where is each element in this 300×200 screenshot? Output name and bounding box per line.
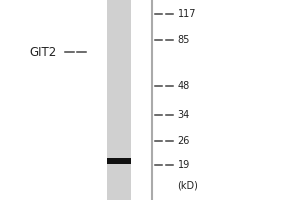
Text: 85: 85 xyxy=(178,35,190,45)
Text: 19: 19 xyxy=(178,160,190,170)
Text: GIT2: GIT2 xyxy=(30,46,57,58)
Text: 48: 48 xyxy=(178,81,190,91)
Bar xyxy=(106,158,130,164)
Text: 117: 117 xyxy=(178,9,196,19)
Text: (kD): (kD) xyxy=(178,180,199,190)
Text: 26: 26 xyxy=(178,136,190,146)
Bar xyxy=(106,0,130,200)
Text: 34: 34 xyxy=(178,110,190,120)
